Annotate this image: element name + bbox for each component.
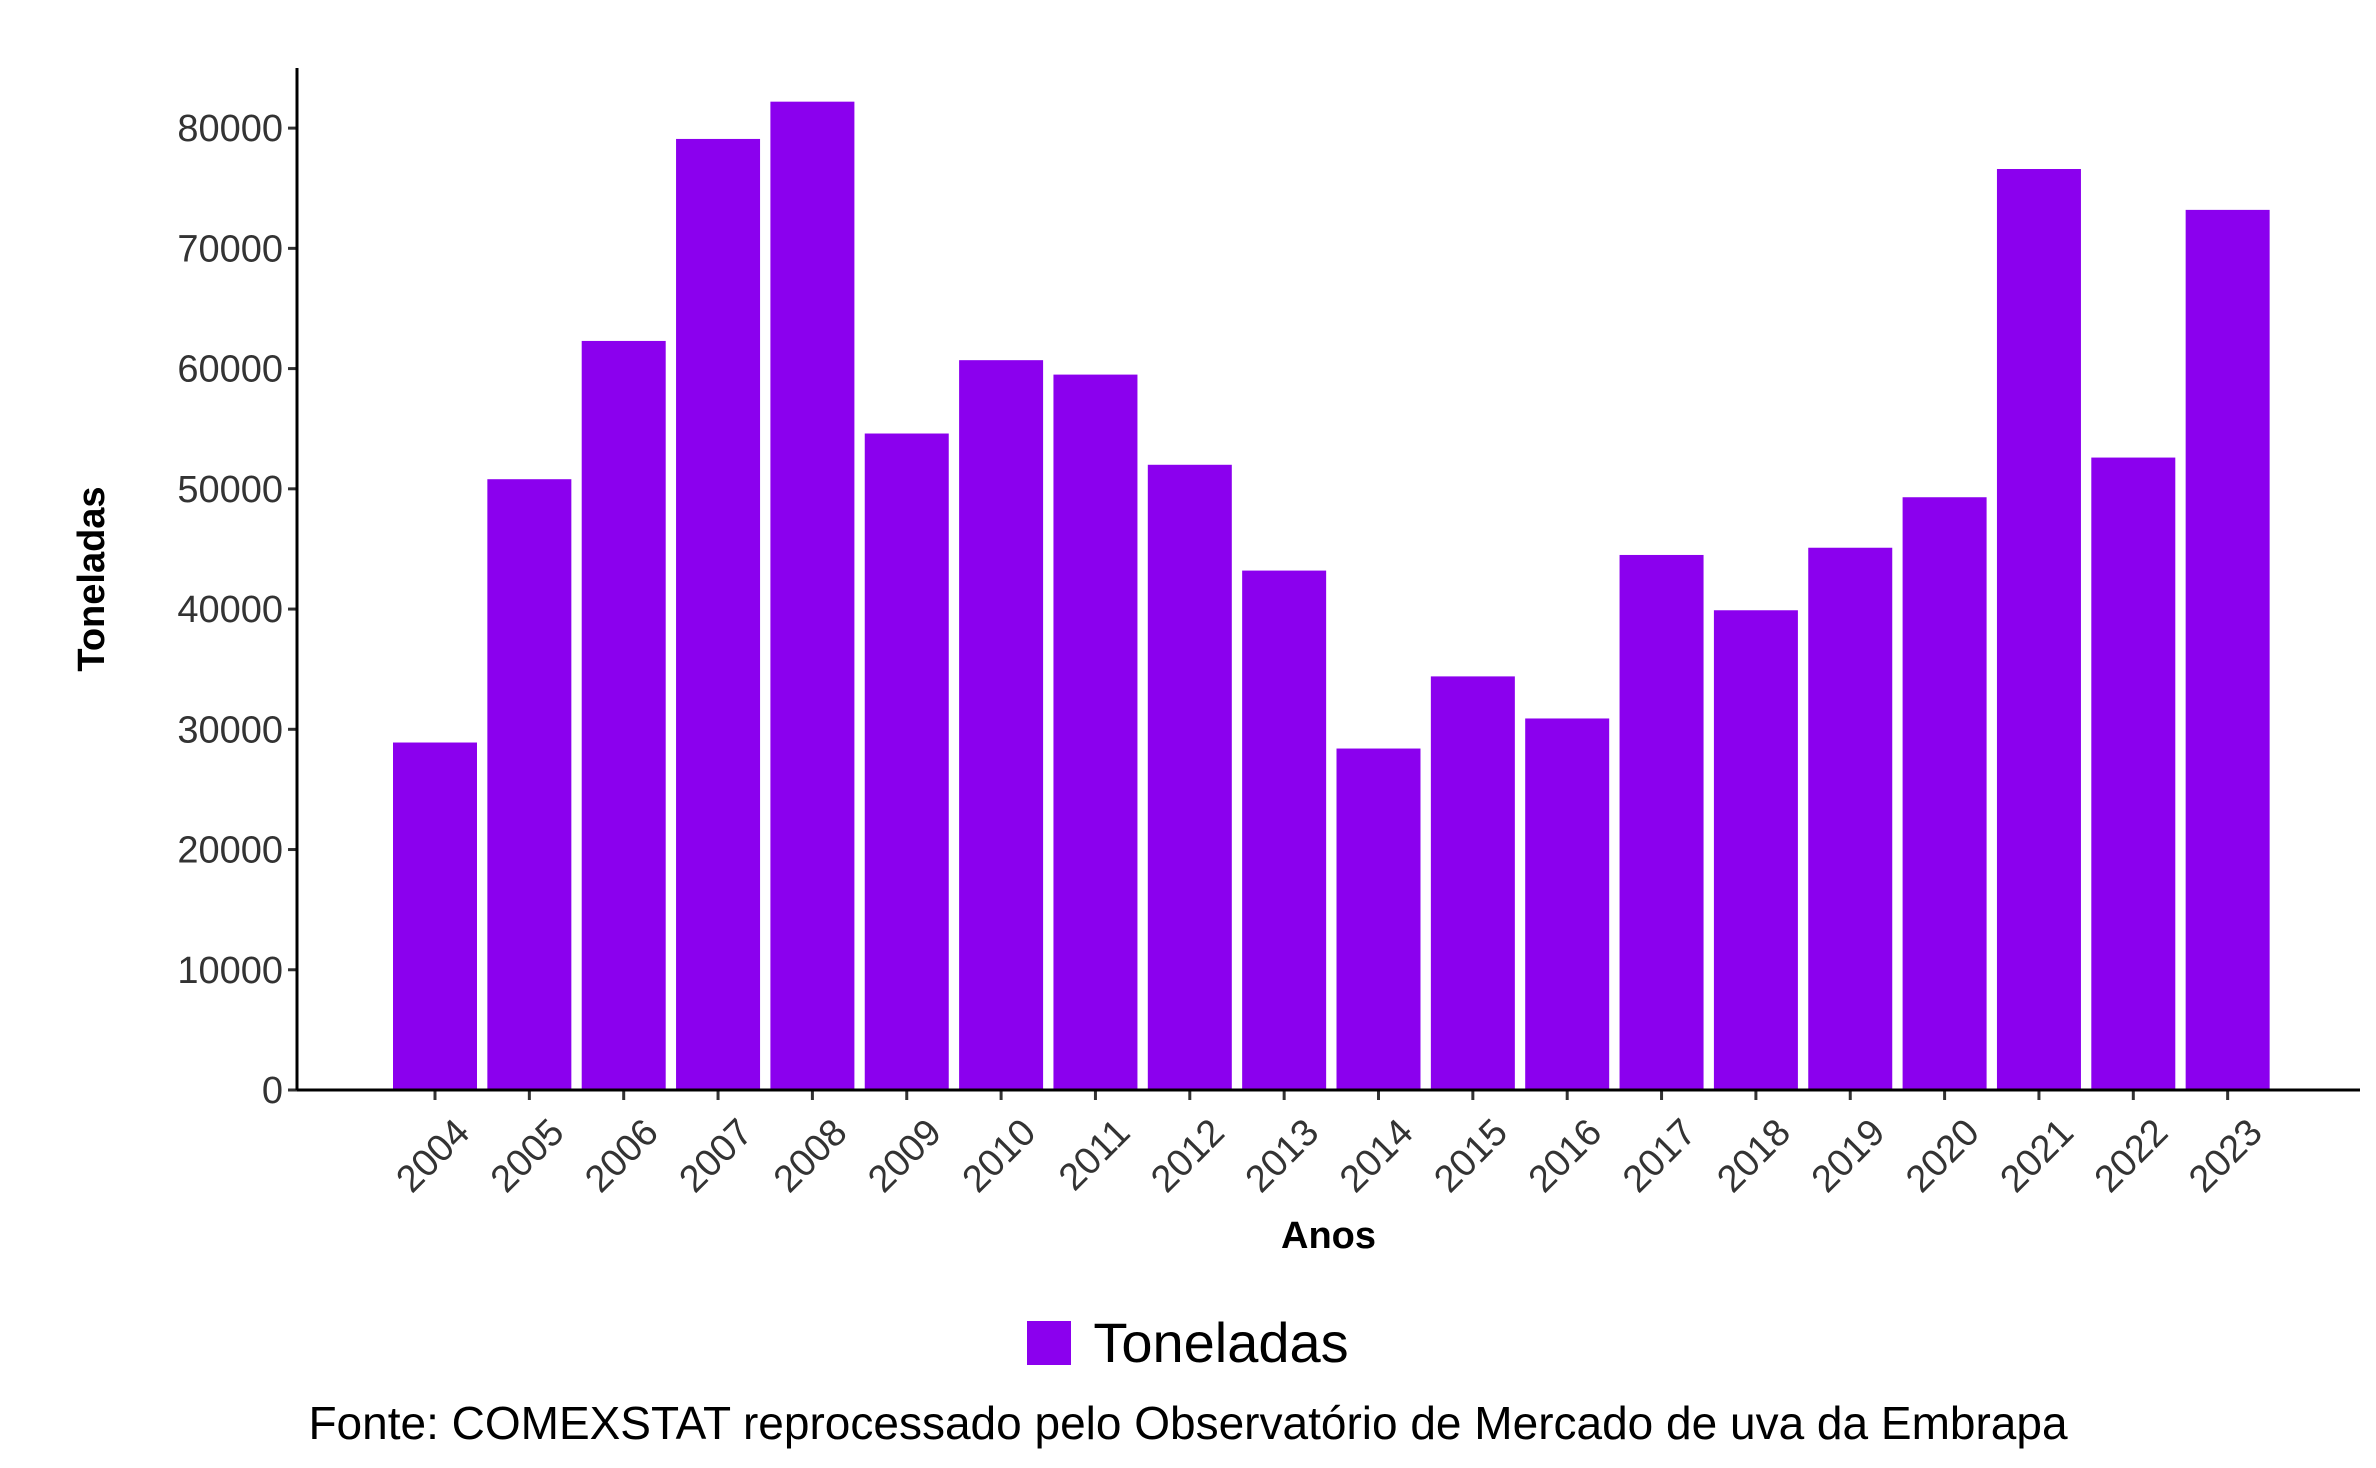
y-tick-label: 60000 [177,349,283,391]
x-tick-label-2012: 2012 [1143,1111,1232,1200]
y-tick-label: 40000 [177,589,283,631]
bar-2021 [1996,168,2081,1090]
bar-2015 [1430,676,1515,1090]
x-tick-label-2011: 2011 [1051,1111,1138,1198]
y-tick-label: 80000 [177,108,283,150]
bar-2019 [1808,547,1893,1090]
x-tick-label-2023: 2023 [2181,1111,2270,1200]
bar-2023 [2185,209,2270,1091]
x-axis-ticks: 2004 2005 2006 2007 2008 2009 2010 2011 2012 2013… [389,1090,2271,1201]
bar-2006 [581,340,666,1091]
bar-2017 [1619,554,1704,1090]
source-caption: Fonte: COMEXSTAT reprocessado pelo Obser… [308,1397,2068,1449]
bar-2010 [959,360,1044,1090]
x-tick-label-2007: 2007 [672,1111,761,1200]
bar-2007 [676,138,761,1090]
y-tick-label: 10000 [177,950,283,992]
x-tick-label-2014: 2014 [1332,1111,1421,1200]
x-tick-label-2009: 2009 [860,1111,949,1200]
x-tick-label-2021: 2021 [1993,1111,2082,1200]
x-tick-label-2019: 2019 [1804,1111,1893,1200]
x-tick-label-2005: 2005 [483,1111,572,1200]
x-tick-label-2010: 2010 [955,1111,1044,1200]
x-tick-label-2015: 2015 [1426,1111,1515,1200]
bar-chart: 0 10000 20000 30000 40000 50000 60000 70000 8000… [71,68,2360,1257]
x-tick-label-2013: 2013 [1238,1111,1327,1200]
legend-key-swatch [1027,1320,1072,1365]
bar-2009 [864,433,949,1091]
y-tick-label: 50000 [177,469,283,511]
y-tick-label: 30000 [177,709,283,751]
x-tick-label-2004: 2004 [389,1111,478,1200]
x-tick-label-2017: 2017 [1615,1111,1704,1200]
bar-2018 [1713,610,1798,1090]
legend: Toneladas [0,1310,2376,1375]
bar-2016 [1525,718,1610,1090]
y-tick-label: 70000 [177,228,283,270]
x-tick-label-2006: 2006 [577,1111,666,1200]
x-tick-label-2020: 2020 [1898,1111,1987,1200]
bar-2013 [1242,570,1327,1090]
bar-2022 [2091,457,2176,1090]
bars-group [393,101,2270,1091]
y-axis-ticks: 0 10000 20000 30000 40000 50000 60000 70000 8000… [177,108,297,1112]
y-tick-label: 20000 [177,830,283,872]
bar-2004 [393,742,477,1090]
x-tick-label-2016: 2016 [1521,1111,1610,1200]
x-tick-label-2008: 2008 [766,1111,855,1200]
x-axis-title: Anos [1281,1215,1376,1257]
bar-2014 [1336,748,1421,1090]
legend-label: Toneladas [1093,1311,1349,1374]
y-axis-title: Toneladas [71,486,113,671]
bar-2005 [487,479,572,1090]
bar-2011 [1053,374,1138,1091]
bar-2008 [770,101,855,1090]
bar-2012 [1147,464,1232,1090]
x-tick-label-2018: 2018 [1709,1111,1798,1200]
y-tick-label: 0 [262,1070,283,1112]
x-tick-label-2022: 2022 [2087,1111,2176,1200]
bar-2020 [1902,497,1987,1090]
